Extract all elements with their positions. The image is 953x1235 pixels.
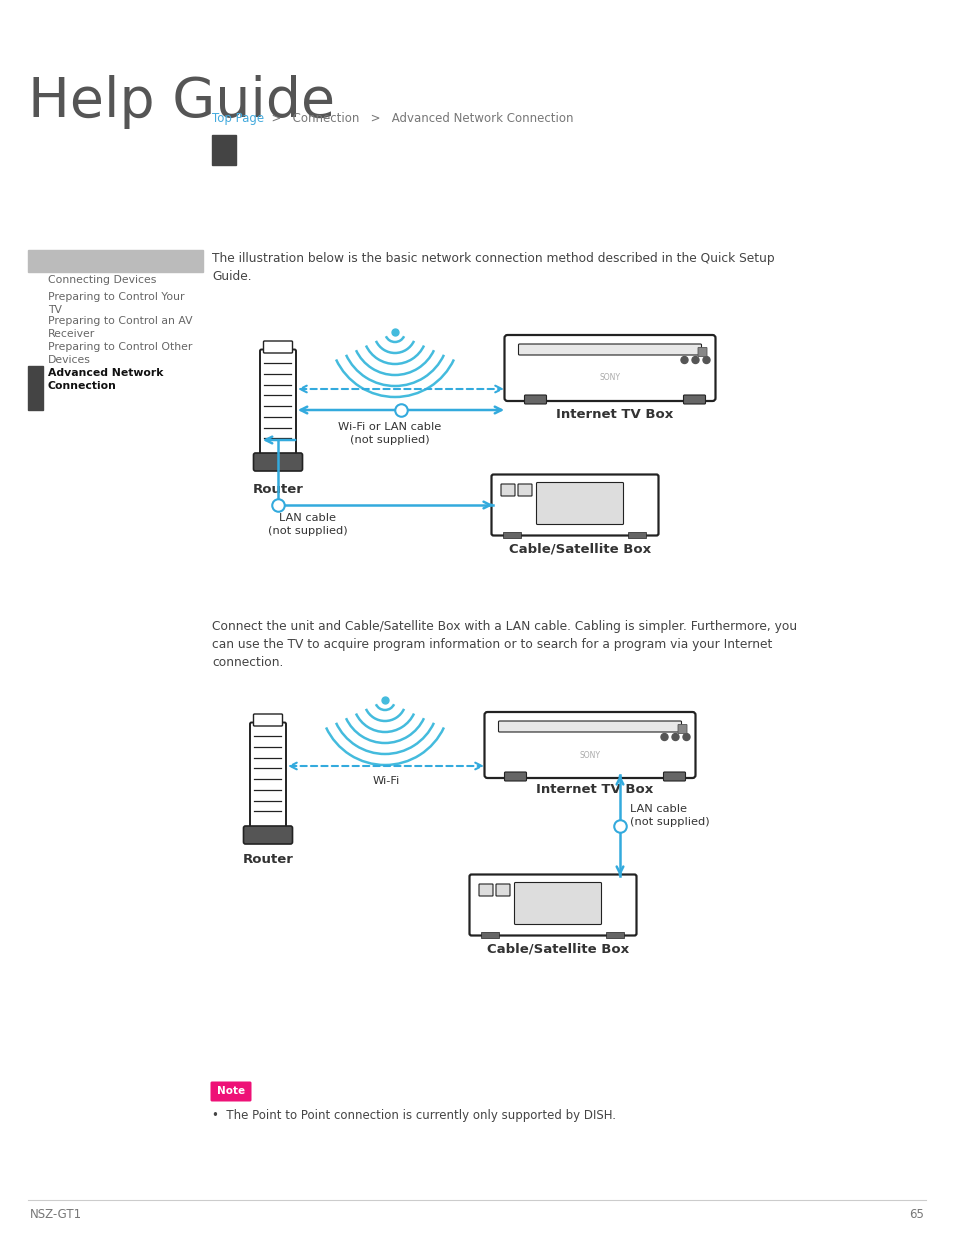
Text: >   Connection   >   Advanced Network Connection: > Connection > Advanced Network Connecti… — [264, 112, 573, 125]
Text: Wi-Fi or LAN cable
(not supplied): Wi-Fi or LAN cable (not supplied) — [338, 422, 441, 445]
Text: LAN cable
(not supplied): LAN cable (not supplied) — [268, 513, 348, 536]
Bar — [481, 931, 499, 937]
Bar — [28, 249, 203, 272]
Text: Connect the unit and Cable/Satellite Box with a LAN cable. Cabling is simpler. F: Connect the unit and Cable/Satellite Box… — [212, 620, 797, 669]
Circle shape — [682, 734, 689, 741]
Text: Preparing to Control an AV
Receiver: Preparing to Control an AV Receiver — [48, 316, 193, 340]
Text: LAN cable
(not supplied): LAN cable (not supplied) — [629, 804, 709, 827]
Bar — [503, 531, 521, 537]
FancyBboxPatch shape — [678, 725, 686, 734]
Bar — [628, 531, 646, 537]
FancyBboxPatch shape — [504, 335, 715, 401]
Text: 65: 65 — [908, 1208, 923, 1221]
FancyBboxPatch shape — [478, 884, 493, 897]
FancyBboxPatch shape — [662, 772, 685, 781]
FancyBboxPatch shape — [682, 395, 705, 404]
FancyBboxPatch shape — [514, 883, 601, 925]
FancyBboxPatch shape — [253, 453, 302, 471]
FancyBboxPatch shape — [260, 350, 295, 461]
Text: Cable/Satellite Box: Cable/Satellite Box — [486, 944, 628, 956]
FancyBboxPatch shape — [243, 826, 293, 844]
FancyBboxPatch shape — [469, 874, 636, 935]
Circle shape — [671, 734, 679, 741]
FancyBboxPatch shape — [253, 714, 282, 726]
Text: Top Page: Top Page — [212, 112, 264, 125]
Text: Cable/Satellite Box: Cable/Satellite Box — [508, 543, 650, 556]
Circle shape — [702, 357, 709, 363]
Text: The illustration below is the basic network connection method described in the Q: The illustration below is the basic netw… — [212, 252, 774, 283]
FancyBboxPatch shape — [504, 772, 526, 781]
FancyBboxPatch shape — [518, 345, 700, 354]
FancyBboxPatch shape — [536, 483, 623, 525]
FancyBboxPatch shape — [496, 884, 510, 897]
Text: SONY: SONY — [598, 373, 619, 383]
FancyBboxPatch shape — [211, 1082, 252, 1102]
Text: Preparing to Control Your
TV: Preparing to Control Your TV — [48, 291, 184, 315]
Text: Connecting Devices: Connecting Devices — [48, 275, 156, 285]
FancyBboxPatch shape — [491, 474, 658, 536]
FancyBboxPatch shape — [250, 722, 286, 834]
FancyBboxPatch shape — [498, 721, 680, 732]
Bar — [212, 135, 235, 165]
Text: Router: Router — [253, 483, 303, 496]
Text: NSZ-GT1: NSZ-GT1 — [30, 1208, 82, 1221]
Bar — [28, 366, 43, 410]
Circle shape — [691, 357, 699, 363]
Text: Help Guide: Help Guide — [28, 75, 335, 128]
Text: SONY: SONY — [578, 751, 599, 760]
Text: Internet TV Box: Internet TV Box — [556, 408, 673, 421]
FancyBboxPatch shape — [517, 484, 532, 496]
FancyBboxPatch shape — [263, 341, 293, 353]
Text: Advanced Network
Connection: Advanced Network Connection — [48, 368, 163, 391]
Circle shape — [680, 357, 687, 363]
Text: Internet TV Box: Internet TV Box — [536, 783, 653, 797]
Text: Router: Router — [242, 853, 294, 866]
Text: Preparing to Control Other
Devices: Preparing to Control Other Devices — [48, 342, 193, 366]
FancyBboxPatch shape — [484, 713, 695, 778]
Text: Note: Note — [216, 1087, 245, 1097]
Circle shape — [660, 734, 667, 741]
FancyBboxPatch shape — [500, 484, 515, 496]
Text: Wi-Fi: Wi-Fi — [372, 776, 399, 785]
FancyBboxPatch shape — [524, 395, 546, 404]
Bar — [606, 931, 624, 937]
FancyBboxPatch shape — [698, 347, 706, 357]
Text: •  The Point to Point connection is currently only supported by DISH.: • The Point to Point connection is curre… — [212, 1109, 616, 1123]
